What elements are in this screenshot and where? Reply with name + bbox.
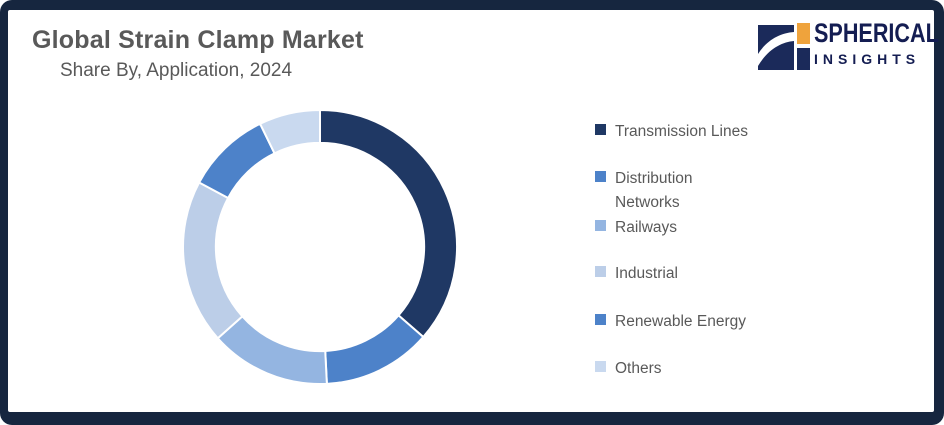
legend-label: Industrial bbox=[615, 265, 678, 282]
page-subtitle: Share By, Application, 2024 bbox=[60, 60, 293, 81]
legend-swatch-icon bbox=[595, 361, 606, 372]
donut-segment-others bbox=[258, 108, 321, 155]
donut-segment-transmission-lines bbox=[319, 108, 458, 339]
legend-swatch-icon bbox=[595, 124, 606, 135]
legend-swatch-icon bbox=[595, 171, 606, 182]
legend-item-transmission-lines: Transmission Lines bbox=[595, 120, 748, 144]
legend-swatch-icon bbox=[595, 266, 606, 277]
legend-label: Renewable Energy bbox=[615, 313, 746, 330]
logo-mark-swoosh bbox=[758, 32, 794, 66]
logo-mark-stem bbox=[797, 48, 810, 70]
legend-swatch-icon bbox=[595, 314, 606, 325]
legend-label: Distribution Networks bbox=[615, 170, 693, 212]
donut-segment-renewable-energy bbox=[197, 122, 276, 200]
logo-line1: SPHERICAL bbox=[814, 18, 939, 48]
donut-segment-railways bbox=[216, 314, 328, 385]
legend-item-renewable-energy: Renewable Energy bbox=[595, 310, 746, 334]
legend-item-industrial: Industrial bbox=[595, 262, 678, 286]
logo-mark-icon bbox=[758, 23, 810, 70]
donut-segment-distribution-networks bbox=[324, 313, 425, 385]
donut-chart bbox=[170, 97, 470, 397]
legend-swatch-icon bbox=[595, 220, 606, 231]
legend-label: Railways bbox=[615, 219, 678, 236]
legend-item-railways: Railways bbox=[595, 216, 677, 240]
spherical-insights-logo: SPHERICAL INSIGHTS bbox=[758, 20, 939, 80]
legend-label: Transmission Lines bbox=[615, 123, 748, 140]
page-title: Global Strain Clamp Market bbox=[32, 26, 364, 54]
donut-svg bbox=[182, 108, 458, 385]
legend-label: Others bbox=[615, 360, 662, 377]
legend-item-distribution-networks: Distribution Networks bbox=[595, 167, 760, 215]
logo-mark-orange-bar bbox=[797, 23, 810, 44]
logo-line2: INSIGHTS bbox=[814, 51, 921, 67]
chart-legend: Transmission Lines Distribution Networks R… bbox=[595, 118, 770, 378]
logo-text: SPHERICAL INSIGHTS bbox=[814, 18, 944, 68]
legend-item-others: Others bbox=[595, 357, 662, 381]
donut-segment-industrial bbox=[182, 181, 244, 340]
chart-canvas: Global Strain Clamp Market Share By, App… bbox=[8, 10, 939, 412]
